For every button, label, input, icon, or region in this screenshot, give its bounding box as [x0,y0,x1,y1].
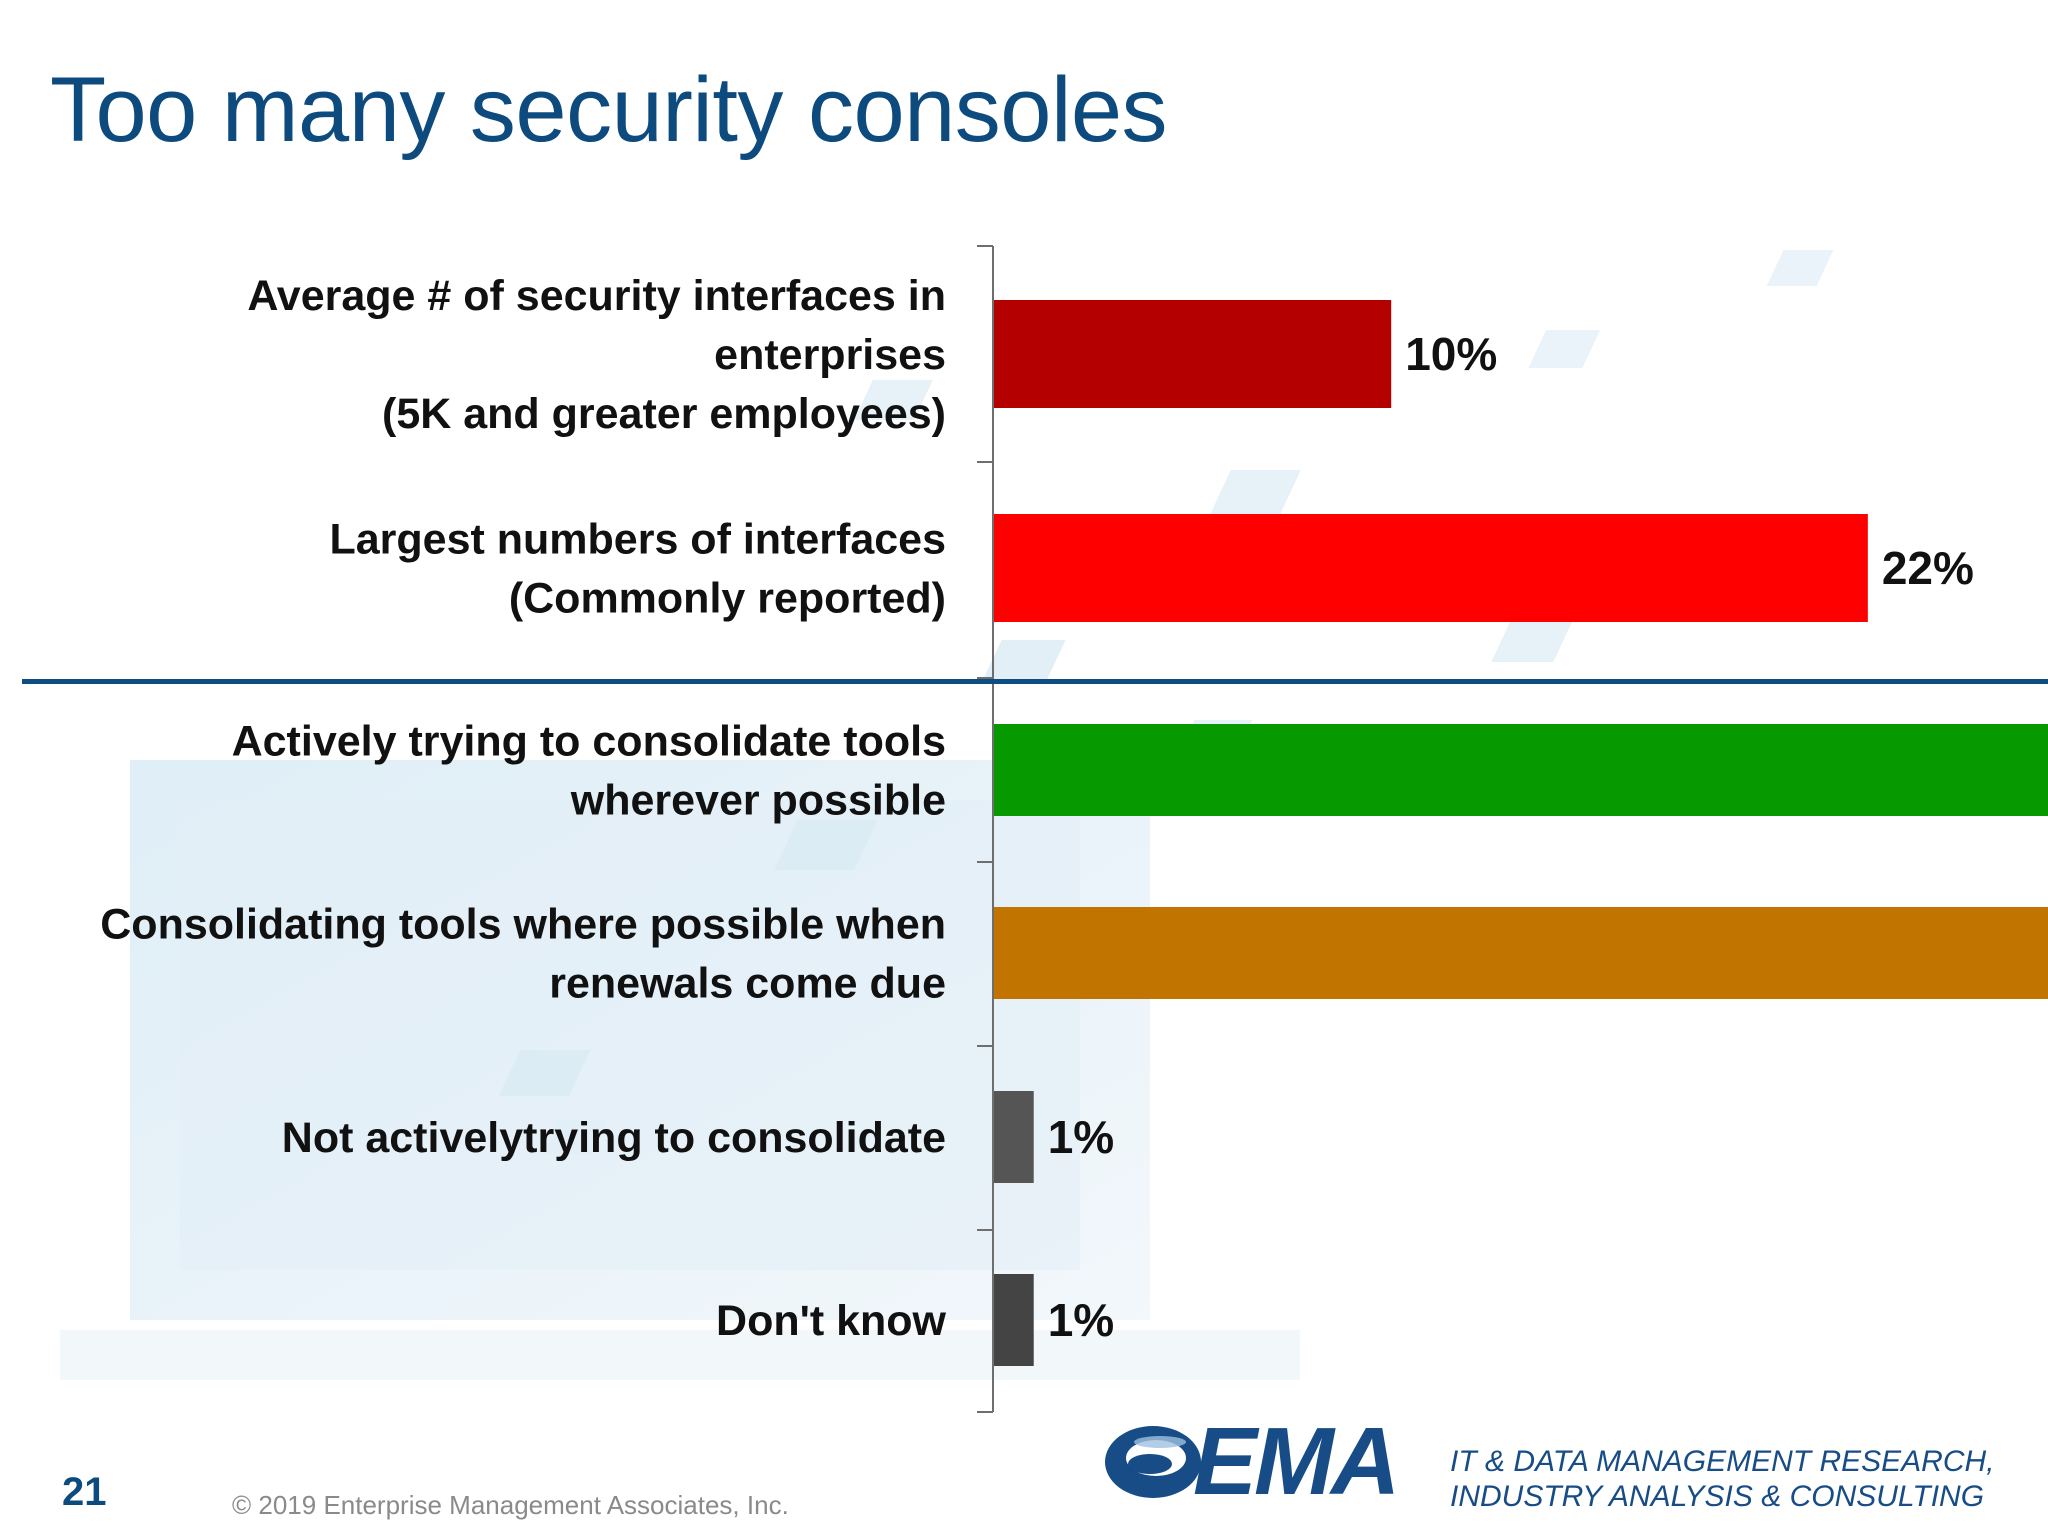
ema-swoosh-icon [1105,1426,1201,1498]
section-divider [22,679,2048,684]
category-label-5: Don't know [716,1297,947,1345]
bar-0 [994,300,1392,408]
category-label-line: (Commonly reported) [509,575,946,623]
category-label-line: Consolidating tools where possible when [100,901,946,949]
slide-number: 21 [62,1470,107,1514]
bar-3 [994,907,2048,999]
tagline: IT & DATA MANAGEMENT RESEARCH, INDUSTRY … [1450,1444,1995,1514]
category-label-3: Consolidating tools where possible when r… [100,901,946,1008]
slide-title: Too many security consoles [50,59,1168,161]
tagline-line-1: IT & DATA MANAGEMENT RESEARCH, [1450,1445,1995,1478]
category-label-2: Actively trying to consolidate tools wher… [232,718,946,825]
tagline-line-2: INDUSTRY ANALYSIS & CONSULTING [1450,1480,1985,1513]
value-label-5: 1% [1048,1294,1114,1346]
category-label-line: Actively trying to consolidate tools [232,718,946,766]
category-label-0: Average # of security interfaces in enter… [247,272,946,438]
bar-4 [994,1091,1034,1183]
logo-wordmark: EMA [1193,1408,1400,1515]
value-label-1: 22% [1882,542,1974,594]
category-label-line: enterprises [714,331,946,379]
bar-1 [994,514,1868,622]
ema-logo: EMA [1098,1412,1418,1522]
category-label-line: renewals come due [549,960,946,1008]
copyright-text: © 2019 Enterprise Management Associates,… [232,1490,789,1520]
bar-2 [994,724,2048,816]
category-label-4: Not activelytrying to consolidate [282,1114,946,1162]
bar-5 [994,1274,1034,1366]
category-label-1: Largest numbers of interfaces (Commonly r… [329,516,946,623]
category-label-line: wherever possible [570,777,946,825]
category-label-line: Don't know [716,1297,947,1345]
value-label-4: 1% [1048,1111,1114,1163]
category-label-line: Average # of security interfaces in [247,272,946,320]
category-label-line: (5K and greater employees) [382,390,946,438]
category-label-line: Not activelytrying to consolidate [282,1114,946,1162]
category-label-line: Largest numbers of interfaces [329,516,946,564]
value-label-0: 10% [1405,328,1497,380]
